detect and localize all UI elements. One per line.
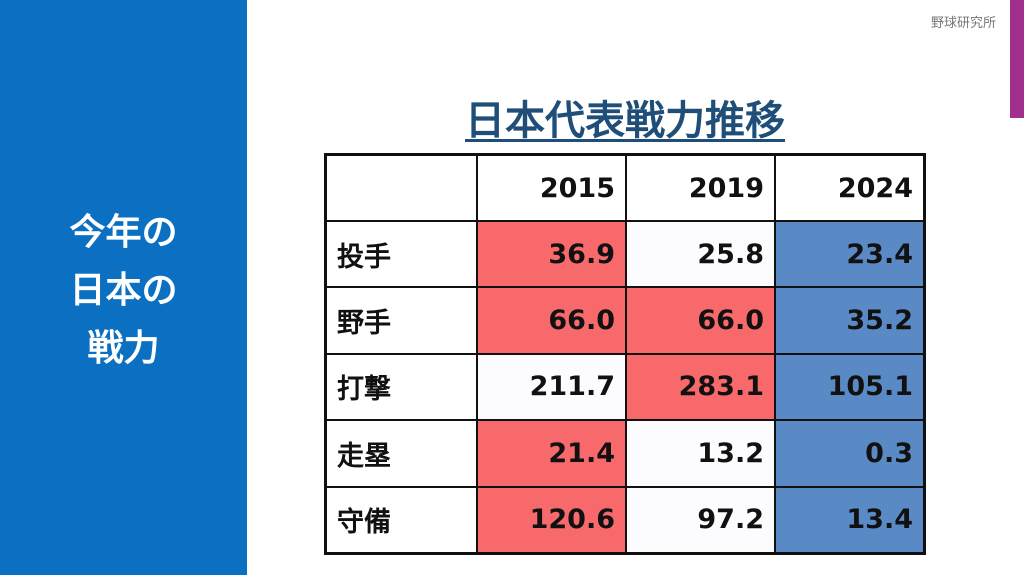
table-cell: 66.0 <box>626 287 775 354</box>
table-cell: 211.7 <box>477 353 626 421</box>
table-cell: 21.4 <box>477 420 626 487</box>
table-cell: 35.2 <box>775 287 924 354</box>
column-header: 2019 <box>626 155 775 221</box>
sidebar-line: 今年の <box>69 212 178 253</box>
accent-bar <box>1010 0 1024 118</box>
table-cell: 23.4 <box>775 221 924 288</box>
table-cell: 36.9 <box>477 221 626 288</box>
table-cell: 283.1 <box>626 353 775 421</box>
column-header: 2015 <box>477 155 626 221</box>
column-header: 2024 <box>775 155 924 221</box>
table-cell: 0.3 <box>775 420 924 487</box>
sidebar-line: 戦力 <box>87 328 160 369</box>
row-label: 投手 <box>326 221 477 288</box>
table-cell: 97.2 <box>626 486 775 553</box>
brand: 野球研究所 <box>930 16 996 31</box>
table-cell: 105.1 <box>775 353 924 421</box>
table-cell: 25.8 <box>626 221 775 288</box>
row-label: 守備 <box>326 486 477 553</box>
table-cell: 13.4 <box>775 486 924 553</box>
table-cell: 13.2 <box>626 420 775 487</box>
table-cell: 120.6 <box>477 486 626 553</box>
row-label: 走塁 <box>326 420 477 487</box>
table-cell: 66.0 <box>477 287 626 354</box>
header-corner <box>326 155 477 221</box>
sidebar: 今年の 日本の 戦力 <box>0 0 247 575</box>
row-label: 打撃 <box>326 353 477 421</box>
sidebar-line: 日本の <box>69 270 178 311</box>
table: 2015 2019 2024 投手 36.9 25.8 23.4 野手 66.0 66.0 35.2… <box>324 153 926 555</box>
row-label: 野手 <box>326 287 477 354</box>
slide-title: 日本代表戦力推移 <box>465 98 785 144</box>
